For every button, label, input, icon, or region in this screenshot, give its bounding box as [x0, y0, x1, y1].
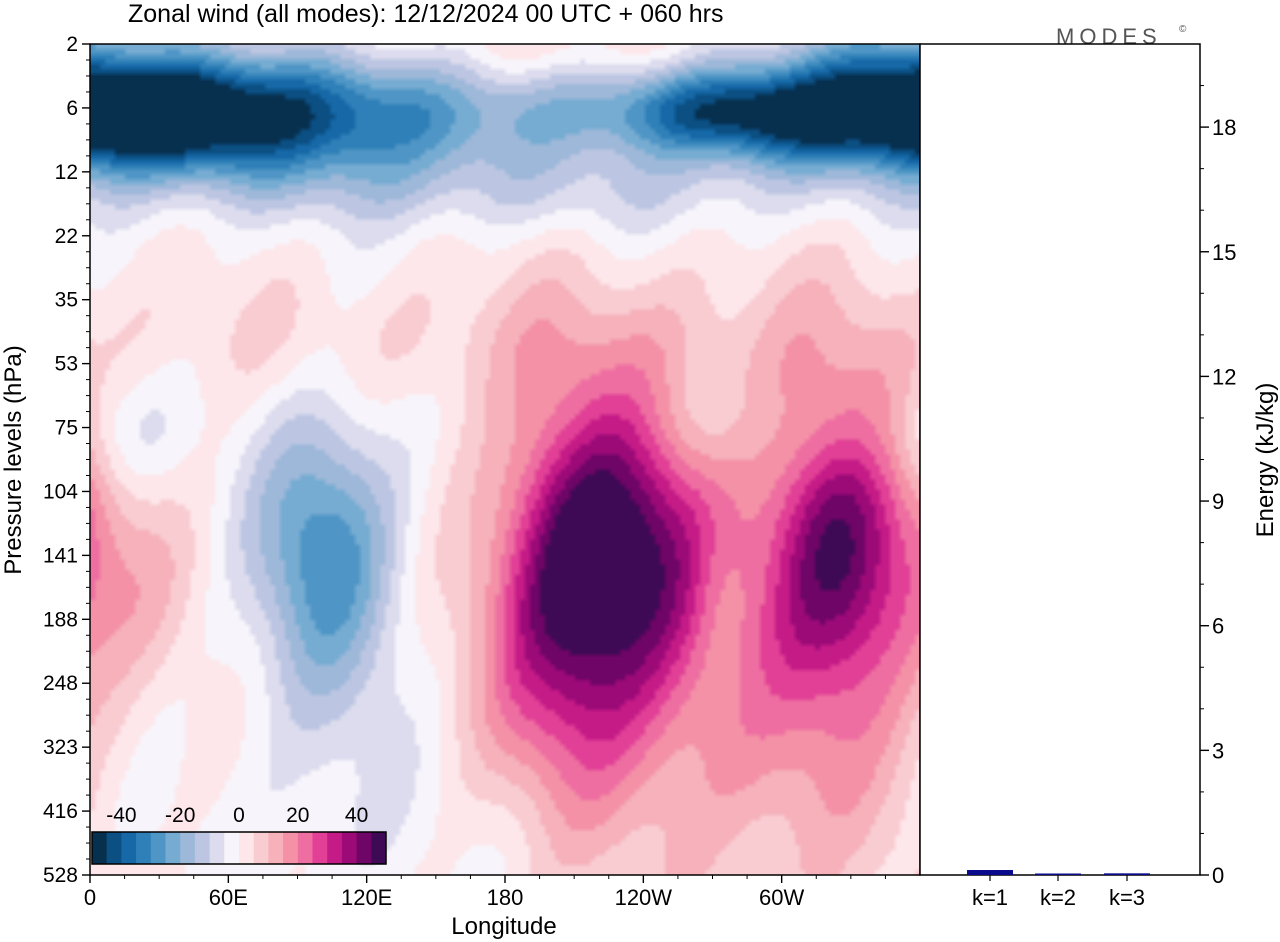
pressure-tick-label: 53 — [55, 353, 78, 376]
x-axis-title: Longitude — [451, 913, 556, 940]
colorbar-swatch — [341, 832, 358, 864]
colorbar-frame — [91, 831, 387, 865]
energy-bar — [1035, 873, 1081, 875]
energy-axis: 0 3 6 9 12 15 18 — [1200, 85, 1236, 888]
chart-title: Zonal wind (all modes): 12/12/2024 00 UT… — [128, 0, 723, 28]
pressure-tick-label: 323 — [43, 736, 78, 759]
energy-tick-label: 0 — [1212, 863, 1224, 888]
mode-tick-label: k=2 — [1040, 885, 1076, 910]
longitude-tick-label: 180 — [487, 885, 524, 910]
pressure-tick-label: 35 — [55, 289, 78, 312]
longitude-tick-label: 60E — [209, 885, 248, 910]
longitude-tick-label: 60W — [759, 885, 804, 910]
colorbar-swatch — [268, 832, 284, 864]
y-axis-title: Pressure levels (hPa) — [0, 345, 27, 574]
colorbar-swatch — [312, 832, 328, 864]
pressure-tick-label: 22 — [55, 225, 78, 248]
colorbar-swatch — [253, 832, 269, 864]
energy-axis-title: Energy (kJ/kg) — [1252, 383, 1279, 538]
colorbar-swatch — [239, 832, 255, 864]
colorbar-label: 0 — [233, 804, 245, 827]
pressure-tick-label: 6 — [66, 97, 78, 120]
pressure-tick-label: 104 — [43, 480, 78, 503]
mode-tick-label: k=3 — [1109, 885, 1145, 910]
pressure-tick-label: 416 — [43, 800, 78, 823]
energy-tick-label: 9 — [1212, 489, 1224, 514]
pressure-tick-label: 248 — [43, 672, 78, 695]
colorbar-swatch — [194, 832, 211, 864]
colorbar-swatch — [106, 832, 122, 864]
longitude-tick-label: 0 — [84, 885, 96, 910]
mode-axis: k=1 k=2 k=3 — [972, 875, 1145, 910]
pressure-axis: 2 6 12 22 35 53 75 104 141 188 248 323 416 528 — [43, 33, 90, 887]
longitude-axis: 0 60E 120E 180 120W 60W — [84, 875, 886, 910]
energy-panel — [919, 43, 1201, 876]
colorbar-swatch — [283, 832, 299, 864]
energy-bar — [1104, 873, 1150, 875]
colorbar-label: 20 — [286, 804, 309, 827]
pressure-tick-label: 2 — [66, 33, 78, 56]
energy-bars — [967, 870, 1150, 875]
colorbar-swatch — [180, 832, 196, 864]
colorbar-swatch — [150, 832, 166, 864]
energy-tick-label: 6 — [1212, 614, 1224, 639]
zonal-wind-heatmap — [90, 44, 920, 875]
energy-tick-label: 3 — [1212, 738, 1224, 763]
pressure-tick-label: 141 — [43, 544, 78, 567]
energy-tick-label: 12 — [1212, 364, 1236, 389]
colorbar-swatch — [356, 832, 372, 864]
colorbar-swatch — [165, 832, 181, 864]
brand-copyright-mark: © — [1179, 24, 1187, 35]
colorbar-label: -20 — [165, 804, 195, 827]
energy-bar — [967, 870, 1013, 875]
longitude-tick-label: 120E — [341, 885, 392, 910]
pressure-tick-label: 528 — [43, 864, 78, 887]
pressure-tick-label: 75 — [55, 417, 78, 440]
heatmap-panel — [89, 43, 921, 876]
pressure-tick-label: 12 — [55, 161, 78, 184]
energy-tick-label: 18 — [1212, 115, 1236, 140]
energy-frame — [919, 43, 1201, 876]
colorbar-swatch — [136, 832, 152, 864]
energy-tick-label: 15 — [1212, 240, 1236, 265]
colorbar-label: -40 — [106, 804, 136, 827]
colorbar-swatch — [327, 832, 343, 864]
colorbar-swatch — [224, 832, 240, 864]
colorbar-swatch — [371, 832, 387, 864]
colorbar-swatch — [92, 832, 108, 864]
mode-tick-label: k=1 — [972, 885, 1008, 910]
colorbar-label: 40 — [345, 804, 368, 827]
longitude-tick-label: 120W — [615, 885, 673, 910]
colorbar-swatch — [121, 832, 137, 864]
colorbar-swatch — [209, 832, 225, 864]
pressure-tick-label: 188 — [43, 608, 78, 631]
colorbar: -40 -20 0 20 40 — [91, 804, 387, 865]
colorbar-swatch — [297, 832, 313, 864]
